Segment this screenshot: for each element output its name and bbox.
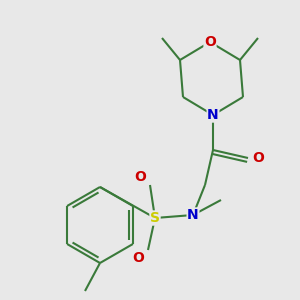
Text: N: N: [207, 108, 219, 122]
Text: S: S: [150, 211, 160, 225]
Text: N: N: [187, 208, 199, 222]
Text: O: O: [252, 151, 264, 165]
Text: O: O: [204, 35, 216, 49]
Text: O: O: [132, 251, 144, 265]
Text: O: O: [134, 170, 146, 184]
